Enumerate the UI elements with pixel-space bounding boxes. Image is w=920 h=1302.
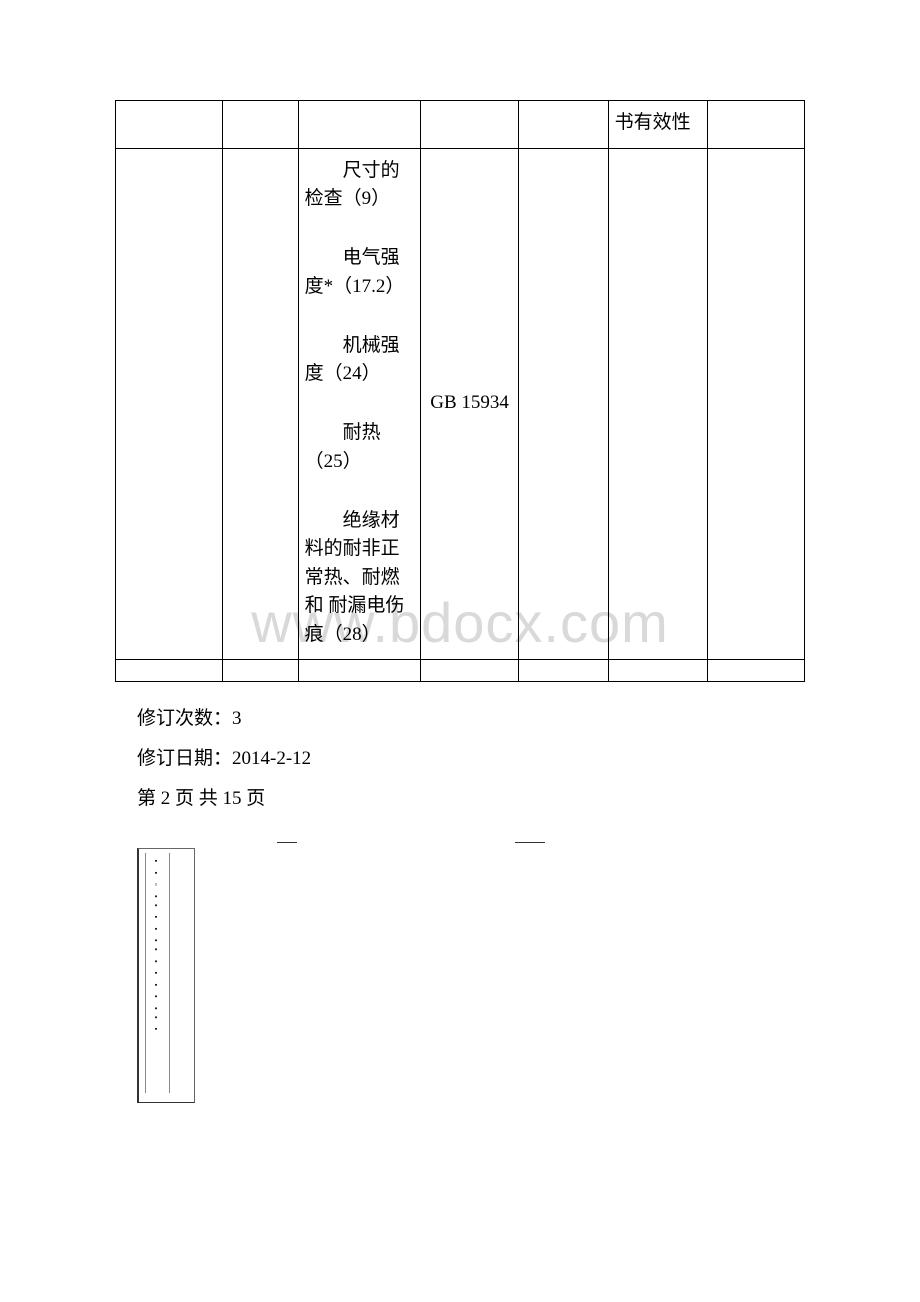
revision-date-row: 修订日期：2014-2-12 — [137, 740, 805, 778]
table-row: 书有效性 — [116, 101, 805, 149]
metadata-section: 修订次数：3 修订日期：2014-2-12 第 2 页 共 15 页 — [115, 700, 805, 818]
revision-count-label: 修订次数： — [137, 708, 232, 729]
table-cell — [519, 148, 609, 660]
table-cell — [298, 660, 421, 682]
thumb-markers: ▪ ▪ ▫ ▪▪ ▪ ▪ ▪▪ ▪ ▪ ▪ ▪ ▪▪ ▪ — [151, 857, 161, 1034]
cell-text: 电气强度*（17.2） — [305, 244, 415, 301]
thumb-line — [169, 853, 170, 1093]
table-cell — [298, 101, 421, 149]
thumb-line — [145, 853, 146, 1093]
cell-text: 耐热（25） — [305, 419, 415, 476]
table-cell — [116, 660, 223, 682]
revision-date-label: 修订日期： — [137, 748, 232, 769]
cell-text: 绝缘材料的耐非正常热、耐燃和 耐漏电伤痕（28） — [305, 507, 415, 650]
thumbnail-area: ▪ ▪ ▫ ▪▪ ▪ ▪ ▪▪ ▪ ▪ ▪ ▪ ▪▪ ▪ — [115, 848, 805, 1103]
cell-text: GB 15934 — [427, 389, 512, 418]
table-cell — [519, 101, 609, 149]
table-cell — [519, 660, 609, 682]
revision-count-row: 修订次数：3 — [137, 700, 805, 738]
table-cell — [708, 660, 805, 682]
table-cell — [421, 660, 519, 682]
page-content: 书有效性 尺寸的检查（9） 电气强度*（17.2） 机械强度（24） 耐热（25… — [0, 0, 920, 1103]
table-cell — [116, 148, 223, 660]
data-table: 书有效性 尺寸的检查（9） 电气强度*（17.2） 机械强度（24） 耐热（25… — [115, 100, 805, 682]
table-cell — [608, 148, 708, 660]
page-info: 第 2 页 共 15 页 — [137, 780, 805, 818]
table-cell — [222, 660, 298, 682]
table-cell — [708, 148, 805, 660]
table-cell: GB 15934 — [421, 148, 519, 660]
table-cell — [222, 148, 298, 660]
dash-marks — [137, 842, 567, 843]
cell-text: 书有效性 — [615, 109, 702, 138]
table-cell — [116, 101, 223, 149]
table-cell — [608, 660, 708, 682]
table-cell: 书有效性 — [608, 101, 708, 149]
revision-count-value: 3 — [232, 708, 242, 729]
table-row: 尺寸的检查（9） 电气强度*（17.2） 机械强度（24） 耐热（25） 绝缘材… — [116, 148, 805, 660]
table-cell: 尺寸的检查（9） 电气强度*（17.2） 机械强度（24） 耐热（25） 绝缘材… — [298, 148, 421, 660]
cell-text: 机械强度（24） — [305, 332, 415, 389]
table-cell — [421, 101, 519, 149]
revision-date-value: 2014-2-12 — [232, 748, 311, 769]
table-cell — [222, 101, 298, 149]
cell-text: 尺寸的检查（9） — [305, 157, 415, 214]
table-cell — [708, 101, 805, 149]
table-row — [116, 660, 805, 682]
thumbnail-box: ▪ ▪ ▫ ▪▪ ▪ ▪ ▪▪ ▪ ▪ ▪ ▪ ▪▪ ▪ — [137, 848, 195, 1103]
